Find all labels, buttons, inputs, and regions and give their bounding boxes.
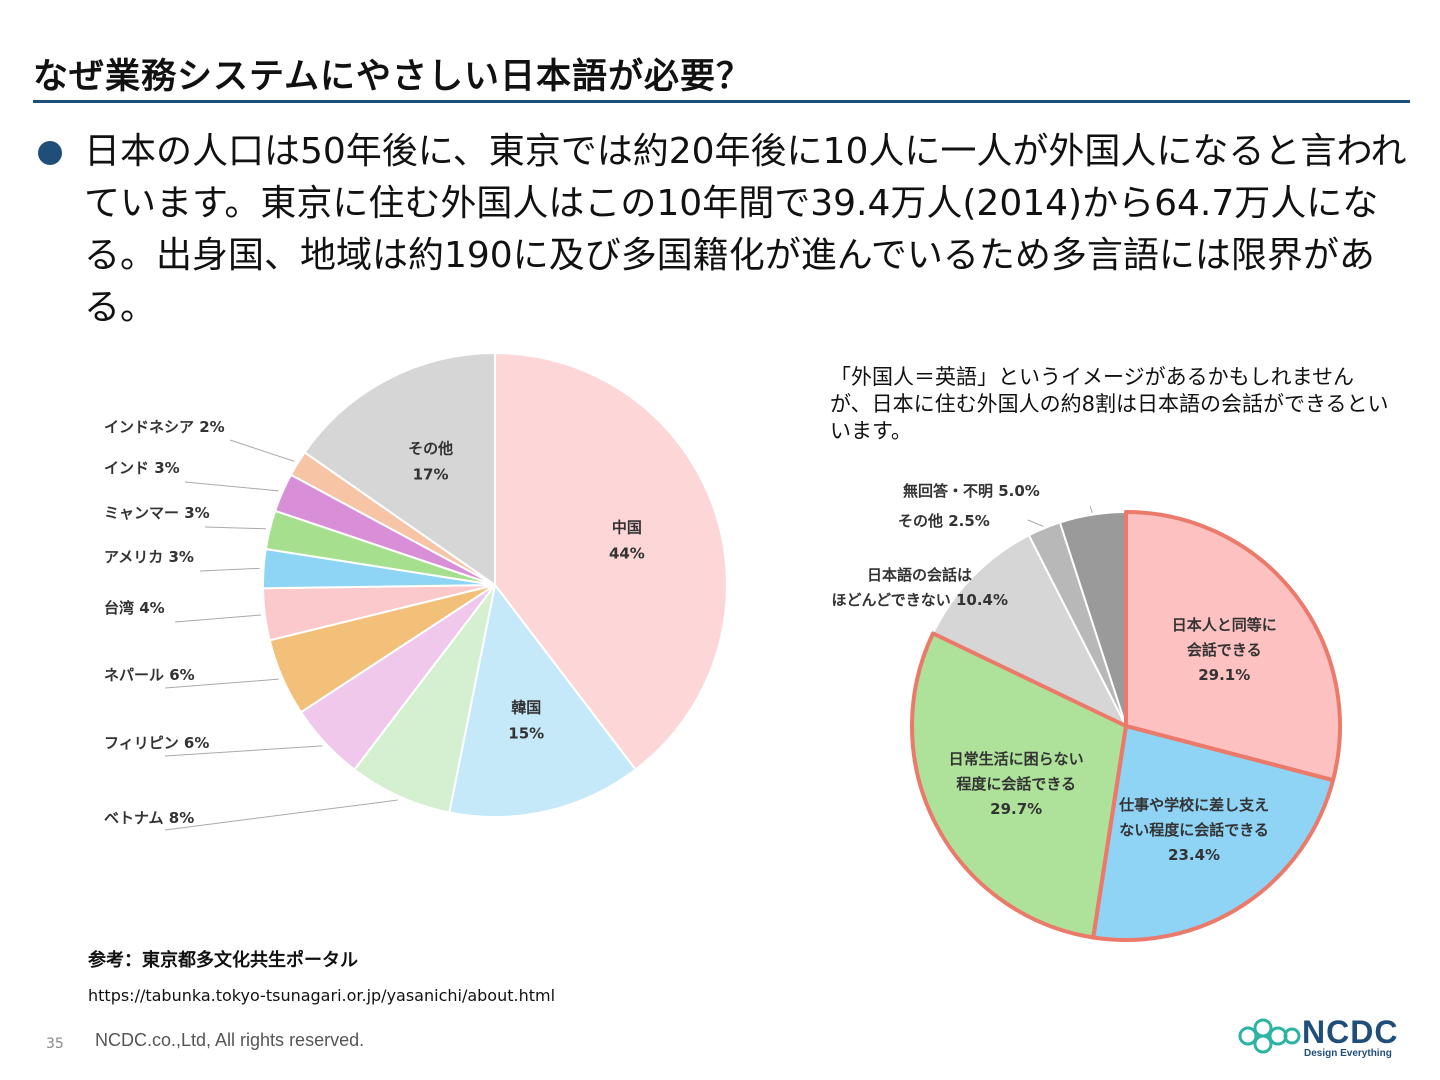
page-number: 35 bbox=[46, 1036, 64, 1052]
pie1-side-label-6: アメリカ 3% bbox=[104, 548, 194, 566]
body-text: 日本の人口は50年後に、東京では約20年後に10人に一人が外国人になると言われて… bbox=[84, 131, 1407, 328]
logo-text: NCDC bbox=[1302, 1014, 1399, 1050]
pie1-side-label-4: ネパール 6% bbox=[104, 666, 195, 684]
reference-title: 参考：東京都多文化共生ポータル bbox=[88, 950, 358, 971]
pie2-label-2-1: 程度に会話できる bbox=[956, 775, 1076, 793]
pie2-side-label-5: 無回答・不明 5.0% bbox=[903, 482, 1040, 500]
pie2-side-label-4: その他 2.5% bbox=[898, 512, 990, 530]
pie2-highlight-outline-1 bbox=[1091, 724, 1336, 942]
pie2-label-2-0: 日常生活に困らない bbox=[949, 750, 1084, 768]
title-underline bbox=[33, 100, 1410, 103]
pie2-highlight-outline-0 bbox=[1124, 510, 1342, 783]
pie1-leader-3 bbox=[164, 745, 323, 757]
pie1-leader-5 bbox=[174, 614, 261, 623]
pie1-label-0: 中国 bbox=[612, 518, 642, 536]
pie2-side-label-3-0: 日本語の会話は bbox=[867, 566, 972, 584]
pie2-label-1-1: ない程度に会話できる bbox=[1119, 821, 1269, 839]
pie2-slice-3 bbox=[931, 533, 1129, 729]
pie1-slice-1 bbox=[448, 582, 637, 818]
copyright-text: NCDC.co.,Ltd, All rights reserved. bbox=[95, 1030, 365, 1050]
pie1-side-label-7: ミャンマー 3% bbox=[104, 504, 210, 522]
pie1-side-label-5: 台湾 4% bbox=[104, 599, 165, 617]
pie1-leader-7 bbox=[204, 526, 266, 530]
nationality-pie-chart: 中国 44% 韓国 15% ベトナム 8% フィリピン 6% ネパール 6% 台湾 4% アメリ… bbox=[104, 351, 728, 831]
bullet-icon bbox=[38, 141, 62, 165]
pie2-label-0-2: 29.1% bbox=[1198, 666, 1250, 684]
logo-tagline: Design Everything bbox=[1304, 1048, 1392, 1059]
slide-title: なぜ業務システムにやさしい日本語が必要？ bbox=[33, 57, 752, 97]
pie2-leader-4 bbox=[1027, 519, 1044, 527]
pie2-label-2-2: 29.7% bbox=[990, 800, 1042, 818]
logo-mark-icon bbox=[1238, 1018, 1301, 1054]
ncdc-logo: NCDC Design Everything bbox=[1236, 1014, 1416, 1064]
pie2-label-1-2: 23.4% bbox=[1168, 846, 1220, 864]
pie1-label-1: 韓国 bbox=[511, 699, 541, 717]
pie1-leader-4 bbox=[164, 678, 279, 689]
pie1-value-0: 44% bbox=[609, 544, 645, 562]
pie1-side-label-8: インド 3% bbox=[104, 459, 180, 477]
pie2-label-0-0: 日本人と同等に bbox=[1172, 616, 1277, 634]
pie2-highlight-outline-2 bbox=[910, 631, 1128, 940]
pie1-slice-0 bbox=[494, 351, 728, 771]
pie1-side-label-3: フィリピン 6% bbox=[104, 734, 209, 752]
reference-url[interactable]: https://tabunka.tokyo-tsunagari.or.jp/ya… bbox=[88, 986, 556, 1005]
pie1-leader-9 bbox=[229, 439, 295, 462]
pie2-leader-5 bbox=[1089, 505, 1093, 513]
pie1-leader-2 bbox=[164, 799, 398, 831]
pie1-side-label-2: ベトナム 8% bbox=[104, 809, 194, 827]
pie2-label-1-0: 仕事や学校に差し支え bbox=[1118, 796, 1269, 814]
pie1-leader-8 bbox=[184, 481, 279, 492]
pie2-label-0-1: 会話できる bbox=[1187, 641, 1262, 659]
pie1-slice-10 bbox=[303, 351, 496, 587]
pie2-side-label-3-1: ほどんどできない 10.4% bbox=[831, 591, 1008, 609]
pie1-value-1: 15% bbox=[508, 725, 544, 743]
pie1-slice-2 bbox=[353, 584, 496, 814]
pie1-side-label-9: インドネシア 2% bbox=[104, 418, 225, 436]
chart-note: 「外国人＝英語」というイメージがあるかもしれませんが、日本に住む外国人の約8割は… bbox=[830, 365, 1389, 443]
pie1-value-10: 17% bbox=[413, 466, 449, 484]
pie1-label-10: その他 bbox=[408, 440, 453, 458]
pie1-leader-6 bbox=[199, 567, 260, 572]
